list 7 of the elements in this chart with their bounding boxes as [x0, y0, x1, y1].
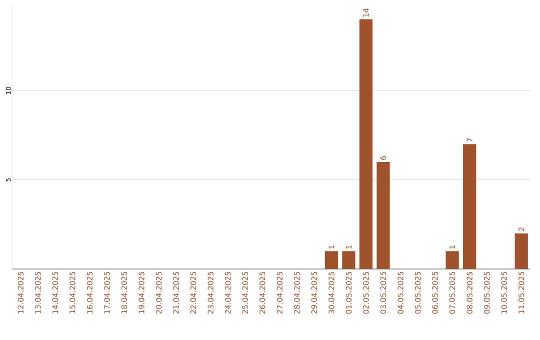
bar [446, 251, 459, 269]
bar [514, 233, 528, 269]
bar [359, 19, 373, 269]
bar [463, 144, 476, 269]
bar [342, 251, 356, 269]
bar [324, 251, 338, 269]
bar [376, 162, 390, 269]
